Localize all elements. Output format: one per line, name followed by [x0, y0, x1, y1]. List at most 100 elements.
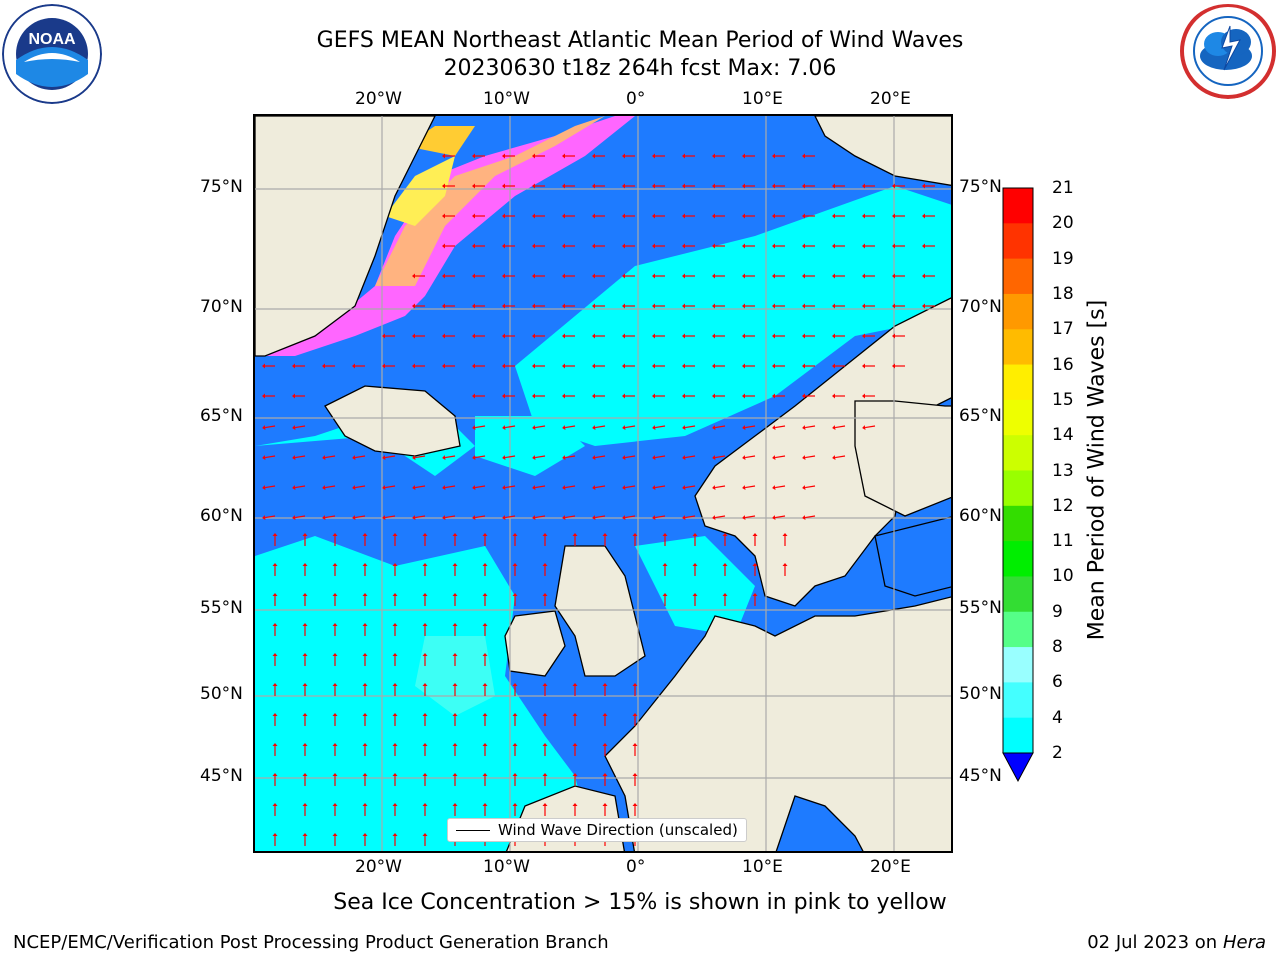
wave-direction-arrowhead	[352, 515, 356, 521]
wave-direction-arrow	[415, 455, 426, 459]
sea-ice-note: Sea Ice Concentration > 15% is shown in …	[333, 890, 947, 915]
wave-direction-arrowhead	[712, 393, 715, 399]
wave-direction-arrowhead	[412, 363, 415, 369]
wave-direction-arrowhead	[652, 183, 655, 189]
wave-direction-arrowhead	[592, 455, 596, 461]
wave-direction-arrowhead	[712, 425, 716, 431]
wave-direction-arrowhead	[862, 273, 865, 279]
wave-direction-arrowhead	[682, 333, 685, 339]
wave-direction-arrowhead	[862, 363, 865, 369]
colorbar-segment	[1003, 329, 1033, 366]
wave-direction-arrowhead	[482, 593, 488, 596]
wave-direction-arrowhead	[332, 653, 338, 656]
wave-direction-arrowhead	[362, 803, 368, 806]
wave-direction-arrowhead	[502, 393, 505, 399]
wave-direction-arrowhead	[572, 683, 578, 686]
wave-direction-arrowhead	[862, 393, 865, 399]
wave-direction-arrowhead	[892, 273, 895, 279]
wave-direction-arrowhead	[542, 743, 548, 746]
wave-direction-arrowhead	[472, 363, 475, 369]
wave-direction-arrowhead	[782, 563, 788, 566]
wave-direction-arrowhead	[862, 183, 865, 189]
wave-direction-arrowhead	[722, 593, 728, 596]
colorbar-tick-label: 15	[1052, 389, 1074, 410]
wave-direction-arrowhead	[352, 455, 356, 461]
wave-direction-arrowhead	[712, 153, 715, 159]
wave-direction-arrowhead	[622, 213, 625, 219]
wave-direction-arrowhead	[502, 455, 506, 461]
colorbar-tick-label: 13	[1052, 460, 1074, 481]
wave-direction-arrow	[535, 515, 546, 519]
wave-direction-arrowhead	[362, 773, 368, 776]
wave-direction-arrowhead	[592, 243, 595, 249]
wave-direction-arrowhead	[562, 485, 566, 491]
wave-direction-arrowhead	[562, 243, 565, 249]
wave-direction-arrow	[355, 455, 366, 459]
wave-direction-arrowhead	[712, 273, 715, 279]
colorbar-tick-labels: 21 20 19 18 17 16 15 14 13 12 11 10 9 8 6 4 2	[1040, 178, 1080, 780]
wave-direction-arrowhead	[452, 803, 458, 806]
wave-direction-arrowhead	[502, 153, 505, 159]
wave-direction-arrowhead	[452, 713, 458, 716]
wave-direction-arrow	[805, 455, 816, 459]
wave-direction-arrowhead	[802, 515, 806, 521]
wave-direction-arrowhead	[472, 425, 476, 431]
wave-direction-arrowhead	[602, 803, 608, 806]
wave-direction-arrowhead	[632, 743, 638, 746]
wave-direction-arrowhead	[892, 363, 895, 369]
wave-direction-arrowhead	[422, 743, 428, 746]
wave-direction-arrow	[445, 455, 456, 459]
wave-direction-arrowhead	[742, 455, 746, 461]
legend-line-icon	[456, 830, 490, 831]
wave-direction-arrow	[745, 485, 756, 489]
wave-direction-arrowhead	[292, 363, 295, 369]
wave-direction-arrowhead	[722, 533, 728, 536]
colorbar-tick-label: 19	[1052, 248, 1074, 269]
wave-direction-arrowhead	[412, 515, 416, 521]
wave-direction-arrow	[265, 425, 276, 429]
wave-direction-arrow	[475, 455, 486, 459]
wave-direction-arrowhead	[392, 653, 398, 656]
wave-direction-arrow	[385, 455, 396, 459]
wave-direction-arrowhead	[712, 363, 715, 369]
wave-direction-arrowhead	[802, 303, 805, 309]
wave-direction-arrowhead	[442, 153, 445, 159]
wave-direction-arrow	[865, 425, 876, 429]
wave-direction-arrowhead	[632, 683, 638, 686]
lon-tick-top-10w: 10°W	[483, 89, 530, 109]
wave-direction-arrowhead	[562, 153, 565, 159]
wave-direction-arrow	[325, 455, 336, 459]
wave-direction-arrowhead	[682, 243, 685, 249]
colorbar-segment	[1003, 541, 1033, 577]
wave-direction-arrowhead	[622, 455, 626, 461]
wave-direction-arrowhead	[712, 213, 715, 219]
wave-direction-arrowhead	[272, 743, 278, 746]
wave-direction-arrowhead	[742, 183, 745, 189]
wave-direction-arrowhead	[922, 243, 925, 249]
colorbar-segment	[1003, 505, 1033, 542]
wave-direction-arrow	[835, 455, 846, 459]
wave-direction-arrowhead	[572, 533, 578, 536]
wave-direction-arrow	[805, 515, 816, 519]
wave-direction-arrow	[595, 485, 606, 489]
wave-direction-arrowhead	[892, 183, 895, 189]
wave-direction-arrow	[295, 515, 306, 519]
footer-left: NCEP/EMC/Verification Post Processing Pr…	[13, 932, 609, 953]
wave-direction-arrowhead	[752, 533, 758, 536]
wave-direction-arrowhead	[602, 773, 608, 776]
wave-direction-arrowhead	[442, 333, 445, 339]
wave-direction-arrowhead	[512, 563, 518, 566]
wave-direction-arrow	[565, 485, 576, 489]
wave-direction-arrowhead	[722, 563, 728, 566]
wave-direction-arrowhead	[542, 563, 548, 566]
wave-direction-arrow	[565, 425, 576, 429]
wave-direction-arrowhead	[272, 653, 278, 656]
noaa-logo-icon: NOAA	[2, 4, 102, 104]
wave-direction-arrowhead	[542, 713, 548, 716]
noaa-logo-text: NOAA	[28, 31, 76, 48]
lat-tick-right-70n: 70°N	[959, 297, 1002, 317]
wave-direction-arrowhead	[532, 273, 535, 279]
wave-direction-arrow	[625, 485, 636, 489]
wave-direction-arrow	[805, 425, 816, 429]
wave-direction-arrowhead	[272, 623, 278, 626]
